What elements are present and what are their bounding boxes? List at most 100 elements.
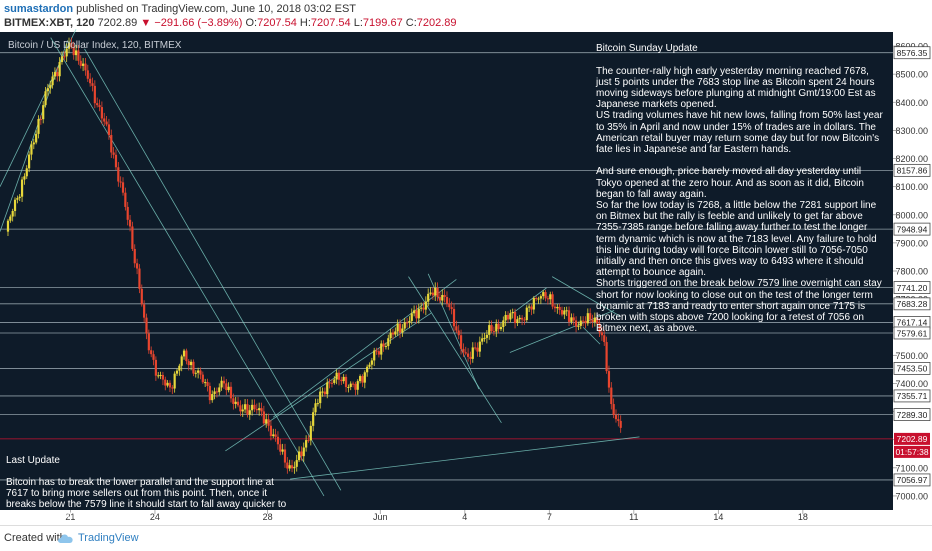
trend-line[interactable] — [512, 287, 547, 314]
candle-body — [234, 401, 237, 404]
candle-body — [612, 404, 615, 415]
candle-body — [617, 419, 620, 421]
level-price-label: 7289.30 — [897, 410, 928, 420]
candle-body — [516, 319, 519, 324]
candle-body — [354, 383, 357, 390]
candle-body — [535, 298, 538, 300]
trend-line[interactable] — [84, 48, 342, 491]
candle-body — [335, 372, 338, 380]
candle-body — [236, 401, 240, 406]
x-tick-label: 14 — [713, 512, 723, 522]
trend-line[interactable] — [582, 326, 601, 345]
candle-body — [560, 310, 564, 315]
level-price-label: 7579.61 — [897, 328, 928, 338]
candle-body — [544, 292, 547, 299]
candle-body — [100, 107, 103, 119]
trend-line[interactable] — [225, 312, 432, 452]
candle-body — [405, 322, 409, 324]
candle-body — [42, 105, 45, 120]
candle-body — [67, 42, 71, 49]
candle-body — [488, 325, 491, 335]
candle-body — [112, 152, 115, 155]
candle-body — [96, 103, 99, 106]
candle-body — [86, 70, 89, 79]
candle-body — [157, 375, 160, 377]
candle-body — [417, 308, 420, 319]
candle-body — [98, 105, 101, 108]
footer-bar: Created with TradingView — [0, 525, 932, 551]
tradingview-link[interactable]: TradingView — [78, 532, 139, 544]
symbol-info: BITMEX:XBT, 120 7202.89 ▼ −291.66 (−3.89… — [4, 17, 457, 29]
candle-body — [582, 320, 585, 322]
candle-body — [570, 317, 573, 322]
candle-body — [243, 404, 247, 410]
candle-body — [262, 411, 265, 424]
y-tick-label: 8200.00 — [895, 154, 928, 164]
candle-body — [340, 379, 343, 382]
candle-body — [427, 293, 430, 302]
candle-body — [126, 206, 129, 220]
candle-body — [225, 383, 228, 391]
y-tick-label: 8000.00 — [895, 210, 928, 220]
candle-body — [35, 133, 38, 143]
y-tick-label: 8500.00 — [895, 70, 928, 80]
candle-body — [398, 323, 402, 333]
candle-body — [546, 298, 550, 300]
candle-body — [274, 434, 277, 437]
y-tick-label: 8400.00 — [895, 98, 928, 108]
level-price-label: 7741.20 — [897, 283, 928, 293]
trend-line[interactable] — [290, 436, 640, 480]
candle-body — [462, 348, 465, 353]
candle-body — [370, 360, 373, 365]
candle-body — [37, 119, 40, 134]
y-tick-label: 7100.00 — [895, 463, 928, 473]
level-price-badge — [893, 281, 931, 294]
y-tick-label: 7400.00 — [895, 379, 928, 389]
y-tick-label: 7500.00 — [895, 351, 928, 361]
candle-body — [166, 382, 169, 386]
y-tick-label: 7900.00 — [895, 238, 928, 248]
candle-body — [192, 361, 195, 374]
candle-body — [490, 325, 493, 332]
candle-body — [413, 310, 416, 314]
candle-body — [72, 47, 75, 56]
candle-body — [361, 376, 364, 383]
trend-line[interactable] — [509, 309, 615, 353]
level-price-badge — [893, 46, 931, 60]
candle-body — [265, 419, 268, 424]
candle-body — [145, 317, 148, 334]
author-link[interactable]: sumastardon — [4, 3, 74, 15]
candle-body — [347, 387, 350, 389]
candle-body — [20, 179, 24, 197]
candle-body — [11, 211, 14, 217]
candle-body — [337, 372, 341, 380]
candle-body — [32, 142, 35, 145]
candle-body — [377, 351, 380, 355]
candle-body — [288, 465, 291, 469]
trend-line[interactable] — [50, 37, 325, 497]
candle-body — [93, 85, 96, 104]
candle-body — [63, 56, 66, 58]
candle-body — [180, 356, 183, 366]
candle-body — [185, 350, 188, 362]
candle-body — [401, 328, 404, 333]
candle-body — [290, 465, 294, 469]
price-axis-panel — [893, 32, 932, 510]
candle-body — [131, 226, 134, 249]
candle-body — [344, 376, 348, 388]
candle-body — [495, 323, 498, 332]
candle-body — [302, 447, 305, 457]
candle-body — [619, 420, 622, 428]
trend-line[interactable] — [408, 276, 502, 424]
trend-line[interactable] — [551, 276, 620, 317]
candle-body — [56, 72, 59, 77]
level-price-label: 7617.14 — [897, 318, 928, 328]
candle-body — [164, 379, 167, 386]
candle-body — [189, 361, 193, 366]
level-price-label: 8576.35 — [897, 48, 928, 58]
candle-body — [241, 409, 244, 412]
candle-body — [556, 306, 559, 309]
candle-body — [44, 91, 47, 106]
trend-line[interactable] — [0, 29, 77, 187]
